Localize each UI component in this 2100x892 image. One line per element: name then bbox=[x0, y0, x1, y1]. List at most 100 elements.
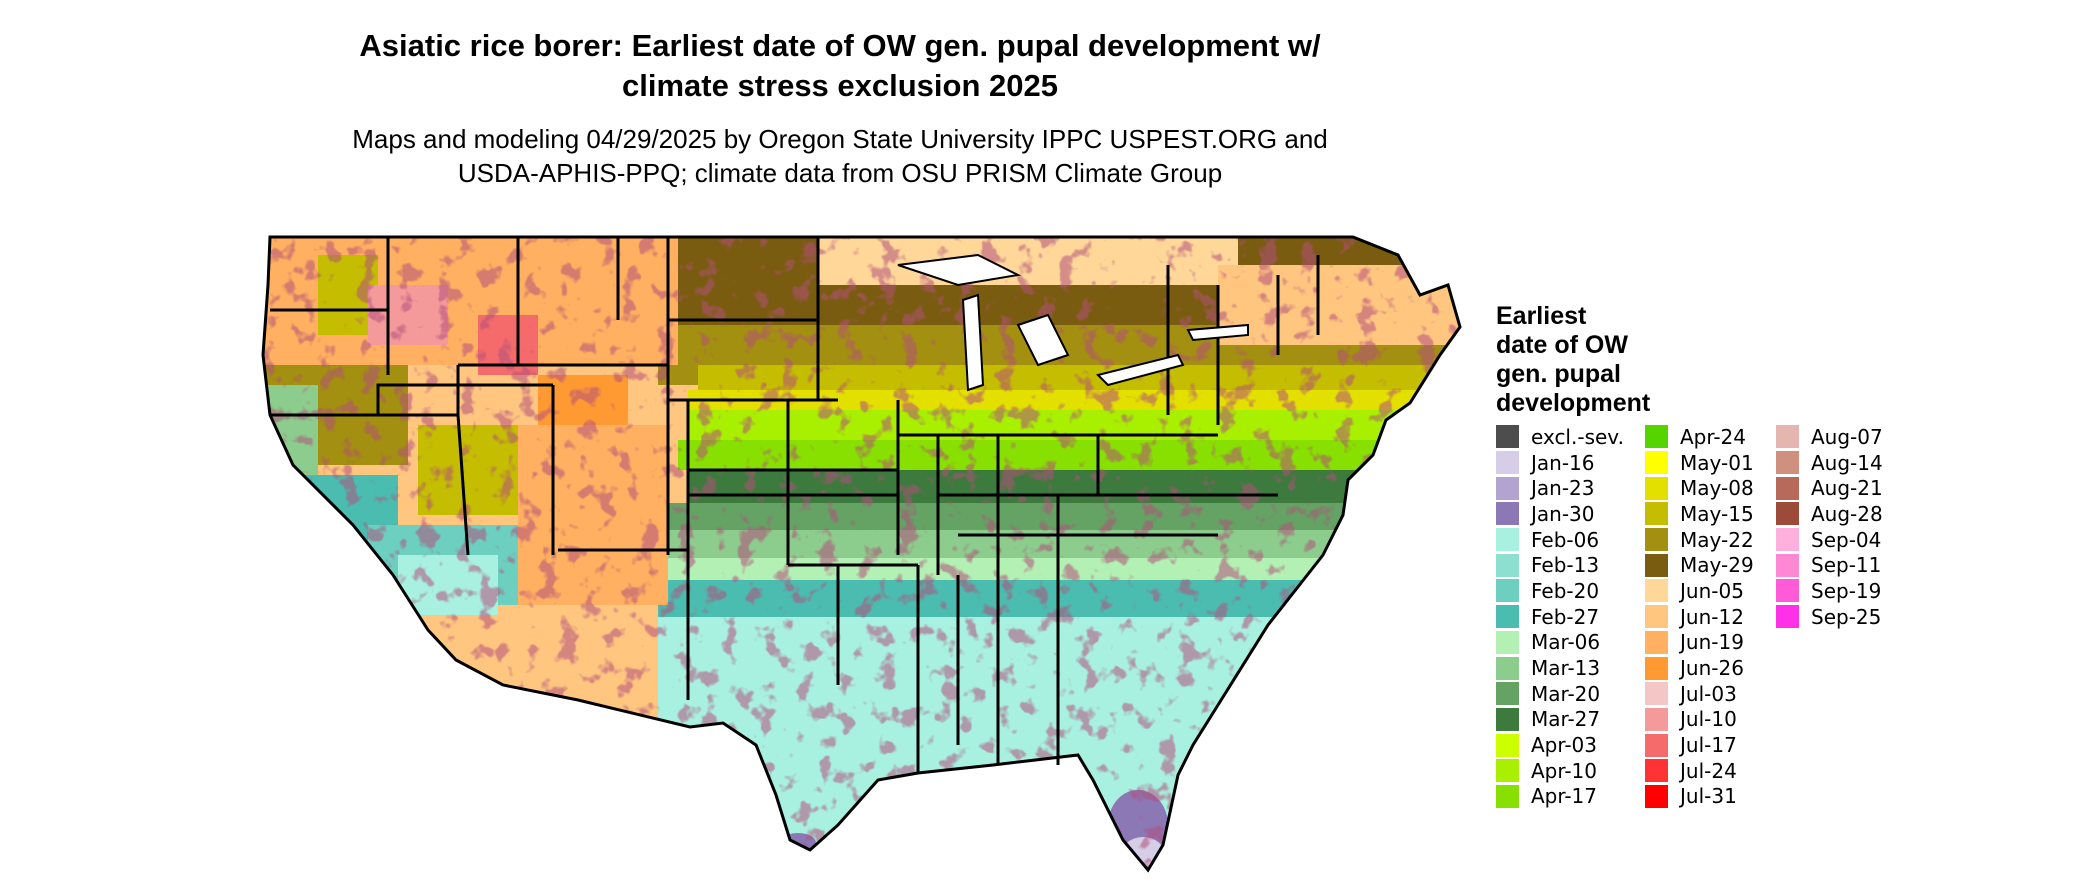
legend-swatch bbox=[1645, 630, 1668, 654]
legend-swatch bbox=[1496, 502, 1519, 526]
state-borders bbox=[261, 235, 1462, 873]
legend-item: Jun-19 bbox=[1645, 630, 1754, 656]
legend-title: Earliest date of OW gen. pupal developme… bbox=[1496, 302, 1686, 418]
great-lakes bbox=[897, 253, 1249, 392]
legend-item: May-01 bbox=[1645, 450, 1754, 476]
legend-label: Jul-03 bbox=[1680, 681, 1737, 706]
legend-label: Mar-06 bbox=[1531, 630, 1601, 655]
legend-swatch bbox=[1496, 553, 1519, 577]
legend-item: Mar-20 bbox=[1496, 681, 1624, 707]
legend-label: Jul-24 bbox=[1680, 758, 1737, 783]
legend-item: Jun-05 bbox=[1645, 578, 1754, 604]
legend-label: Feb-27 bbox=[1531, 604, 1600, 629]
legend-item: Aug-07 bbox=[1776, 424, 1883, 450]
legend-label: Aug-21 bbox=[1811, 476, 1883, 501]
legend-item: May-08 bbox=[1645, 475, 1754, 501]
legend-label: Apr-10 bbox=[1531, 758, 1597, 783]
legend-swatch bbox=[1496, 784, 1519, 808]
legend-item: Feb-06 bbox=[1496, 527, 1624, 553]
legend-item: Sep-04 bbox=[1776, 527, 1883, 553]
legend-item: Mar-13 bbox=[1496, 655, 1624, 681]
legend-item: Aug-21 bbox=[1776, 475, 1883, 501]
legend-item: Jan-23 bbox=[1496, 475, 1624, 501]
legend-swatch bbox=[1645, 759, 1668, 783]
legend-item: Aug-14 bbox=[1776, 450, 1883, 476]
legend-label: Feb-06 bbox=[1531, 527, 1600, 552]
legend-label: Mar-13 bbox=[1531, 656, 1601, 681]
legend-label: Aug-14 bbox=[1811, 450, 1883, 475]
legend-label: Mar-27 bbox=[1531, 707, 1601, 732]
legend-label: May-29 bbox=[1680, 553, 1754, 578]
legend-swatch bbox=[1776, 553, 1799, 577]
map-subtitle-line-2: USDA-APHIS-PPQ; climate data from OSU PR… bbox=[457, 158, 1223, 188]
legend-swatch bbox=[1776, 528, 1799, 552]
legend-label: Feb-13 bbox=[1531, 553, 1600, 578]
legend-swatch bbox=[1776, 425, 1799, 449]
legend-item: Feb-13 bbox=[1496, 552, 1624, 578]
legend-label: Apr-17 bbox=[1531, 784, 1597, 809]
legend-label: Sep-04 bbox=[1811, 527, 1882, 552]
legend-label: Apr-03 bbox=[1531, 733, 1597, 758]
legend-label: excl.-sev. bbox=[1531, 424, 1624, 449]
legend-item: Jun-12 bbox=[1645, 604, 1754, 630]
legend-item: Jun-26 bbox=[1645, 655, 1754, 681]
legend-swatch bbox=[1496, 451, 1519, 475]
map-title: Asiatic rice borer: Earliest date of OW … bbox=[250, 26, 1430, 106]
legend-swatch bbox=[1645, 553, 1668, 577]
map-shading bbox=[263, 237, 1460, 870]
legend-item: Jul-03 bbox=[1645, 681, 1754, 707]
legend-swatch bbox=[1645, 476, 1668, 500]
legend-swatch bbox=[1496, 425, 1519, 449]
legend-item: May-22 bbox=[1645, 527, 1754, 553]
legend-title-line: gen. pupal bbox=[1496, 360, 1621, 388]
legend-label: May-22 bbox=[1680, 527, 1754, 552]
legend-title-line: date of OW bbox=[1496, 331, 1628, 359]
legend-label: Jun-19 bbox=[1680, 630, 1744, 655]
legend-item: Apr-10 bbox=[1496, 758, 1624, 784]
legend-label: Jun-05 bbox=[1680, 578, 1744, 603]
legend-item: Apr-24 bbox=[1645, 424, 1754, 450]
legend-item: May-15 bbox=[1645, 501, 1754, 527]
legend-title-line: Earliest bbox=[1496, 302, 1587, 330]
legend-swatch bbox=[1496, 733, 1519, 757]
legend-label: May-01 bbox=[1680, 450, 1754, 475]
legend-swatch bbox=[1496, 476, 1519, 500]
legend-label: May-08 bbox=[1680, 476, 1754, 501]
legend-item: Jan-16 bbox=[1496, 450, 1624, 476]
legend-item: Mar-27 bbox=[1496, 707, 1624, 733]
legend-swatch bbox=[1776, 476, 1799, 500]
legend-label: Jun-12 bbox=[1680, 604, 1744, 629]
legend-label: Sep-25 bbox=[1811, 604, 1882, 629]
legend-label: Jul-31 bbox=[1680, 784, 1737, 809]
legend-swatch bbox=[1776, 451, 1799, 475]
legend-item: excl.-sev. bbox=[1496, 424, 1624, 450]
legend-item: Mar-06 bbox=[1496, 630, 1624, 656]
legend-label: Mar-20 bbox=[1531, 681, 1601, 706]
legend-item: Jan-30 bbox=[1496, 501, 1624, 527]
legend-swatch bbox=[1776, 605, 1799, 629]
legend-item: Sep-19 bbox=[1776, 578, 1883, 604]
map-subtitle: Maps and modeling 04/29/2025 by Oregon S… bbox=[250, 122, 1430, 190]
legend-item: Jul-17 bbox=[1645, 732, 1754, 758]
map-subtitle-line-1: Maps and modeling 04/29/2025 by Oregon S… bbox=[352, 124, 1328, 154]
legend-swatch bbox=[1776, 502, 1799, 526]
legend-label: Jul-17 bbox=[1680, 733, 1737, 758]
legend-swatch bbox=[1496, 528, 1519, 552]
legend-swatch bbox=[1496, 605, 1519, 629]
legend-swatch bbox=[1496, 759, 1519, 783]
legend-column-2: Apr-24 May-01 May-08 May-15 May-22 May-29 Jun-… bbox=[1645, 424, 1754, 809]
legend-item: May-29 bbox=[1645, 552, 1754, 578]
legend-item: Jul-10 bbox=[1645, 707, 1754, 733]
legend-label: May-15 bbox=[1680, 501, 1754, 526]
legend-swatch bbox=[1645, 451, 1668, 475]
legend-swatch bbox=[1496, 579, 1519, 603]
legend-item: Feb-20 bbox=[1496, 578, 1624, 604]
legend-item: Sep-25 bbox=[1776, 604, 1883, 630]
legend-label: Aug-07 bbox=[1811, 424, 1883, 449]
legend-swatch bbox=[1645, 528, 1668, 552]
legend-swatch bbox=[1645, 425, 1668, 449]
legend-swatch bbox=[1645, 784, 1668, 808]
legend-swatch bbox=[1496, 656, 1519, 680]
legend-swatch bbox=[1645, 707, 1668, 731]
legend-title-line: development bbox=[1496, 389, 1651, 417]
